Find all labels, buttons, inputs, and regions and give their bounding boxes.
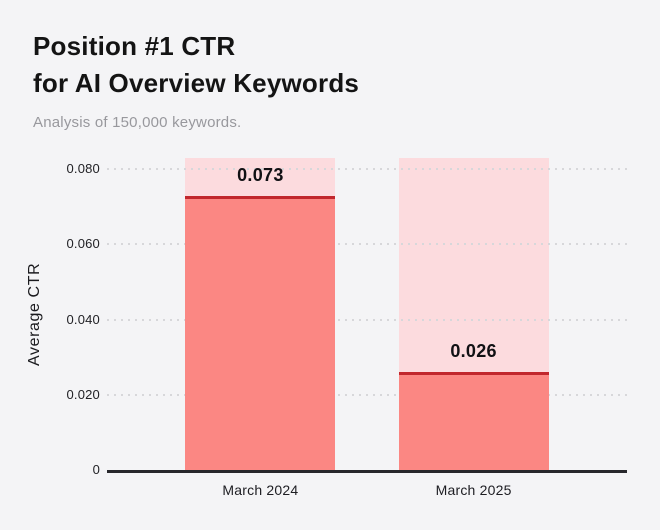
chart-title-line-1: Position #1 CTR xyxy=(33,31,236,61)
y-tick-label: 0 xyxy=(92,462,100,477)
y-tick-label: 0.020 xyxy=(66,386,100,402)
chart-header: Position #1 CTR for AI Overview Keywords … xyxy=(33,28,359,131)
gridline xyxy=(107,168,627,171)
gridline xyxy=(107,393,627,396)
y-tick-label: 0.080 xyxy=(66,161,100,177)
x-category-label: March 2025 xyxy=(435,482,512,498)
y-axis-ticks: 0 0.020 0.040 0.060 0.080 xyxy=(0,158,100,477)
bar-march-2024 xyxy=(185,195,336,470)
chart-subtitle: Analysis of 150,000 keywords. xyxy=(33,114,242,131)
gridline xyxy=(107,243,627,246)
bar-value-label: 0.026 xyxy=(450,341,497,362)
gridline xyxy=(107,318,627,321)
y-tick-label: 0.060 xyxy=(66,236,100,252)
bar-march-2025 xyxy=(398,372,549,470)
chart-title-line-2: for AI Overview Keywords xyxy=(33,68,360,98)
bar-value-label: 0.073 xyxy=(237,164,284,185)
x-axis-labels: March 2024 March 2025 xyxy=(107,482,627,502)
plot-area: 0.073 0.026 xyxy=(107,158,627,473)
y-tick-label: 0.040 xyxy=(66,311,100,327)
x-category-label: March 2024 xyxy=(222,482,299,498)
chart-title: Position #1 CTR for AI Overview Keywords xyxy=(33,28,359,102)
